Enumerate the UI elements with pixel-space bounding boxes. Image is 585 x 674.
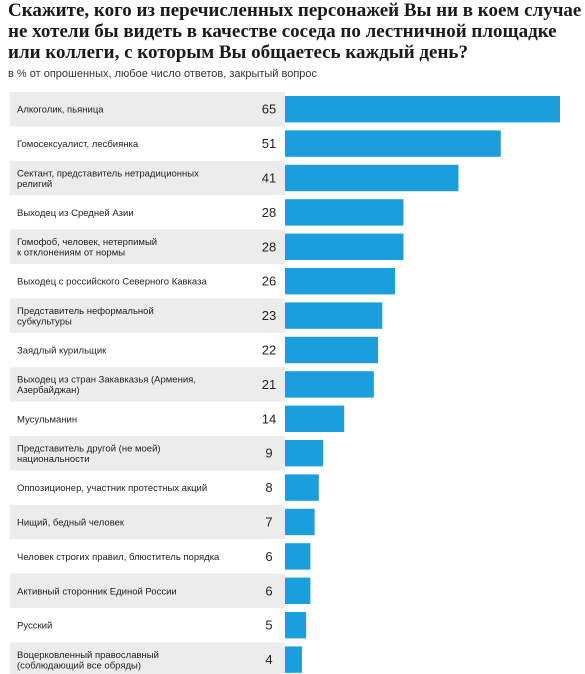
bar (285, 336, 379, 364)
category-label: Сектант, представитель нетрадиционных рел… (17, 168, 199, 190)
category-label: Заядлый курильщик (17, 346, 107, 357)
bar (285, 96, 560, 123)
bar (285, 371, 374, 398)
value-label: 6 (265, 583, 272, 598)
category-label: Выходец из Средней Азии (17, 208, 134, 219)
value-label: 41 (262, 171, 276, 186)
value-label: 4 (265, 652, 272, 667)
row-stripe (10, 298, 285, 333)
bar (285, 612, 307, 639)
category-label: Представитель другой (не моей) национальн… (17, 443, 161, 465)
category-label: Воцерковленный православный (соблюдающий … (17, 650, 159, 672)
bar (285, 543, 311, 570)
value-label: 8 (265, 480, 272, 495)
bar (285, 302, 383, 329)
bar (285, 646, 302, 673)
row-stripe (10, 367, 285, 402)
category-label: Выходец с российского Северного Кавказа (17, 277, 207, 288)
bar (285, 577, 311, 604)
value-label: 6 (265, 549, 272, 564)
value-label: 9 (265, 446, 272, 461)
category-label: Человек строгих правил, блюститель поряд… (17, 552, 220, 563)
value-label: 22 (262, 343, 276, 358)
row-stripe (10, 160, 285, 196)
category-label: Гомофоб, человек, нетерпимый к отклонения… (17, 237, 157, 258)
value-label: 28 (262, 239, 276, 254)
bar (285, 440, 324, 467)
value-label: 51 (262, 136, 276, 151)
chart-subtitle: в % от опрошенных, любое число ответов, … (8, 68, 318, 80)
category-label: Активный сторонник Единой России (17, 586, 177, 597)
row-stripe (10, 504, 285, 540)
bar (285, 474, 319, 501)
row-stripe (10, 229, 285, 264)
bar (285, 164, 459, 192)
value-label: 65 (262, 102, 276, 117)
bar (285, 508, 315, 536)
row-stripe (10, 436, 285, 471)
bar (285, 199, 404, 226)
row-stripe (10, 573, 285, 608)
bar (285, 233, 404, 260)
row-stripe (10, 642, 285, 674)
value-label: 28 (262, 205, 276, 220)
value-label: 5 (265, 618, 272, 633)
value-label: 14 (262, 411, 276, 426)
category-label: Мусульманин (17, 414, 77, 425)
category-label: Русский (17, 621, 52, 632)
value-label: 21 (262, 377, 276, 392)
value-label: 23 (262, 308, 276, 323)
category-label: Представитель неформальной субкультуры (17, 306, 154, 328)
category-label: Нищий, бедный человек (17, 518, 125, 529)
bar (285, 405, 345, 432)
row-stripe (10, 92, 285, 127)
value-label: 7 (265, 515, 272, 530)
bar (285, 130, 501, 157)
category-label: Алкоголик, пьяница (17, 105, 104, 116)
value-label: 26 (262, 274, 276, 289)
bar (285, 268, 395, 295)
chart-title: Скажите, кого из перечисленных персонаже… (8, 0, 582, 63)
category-label: Оппозиционер, участник протестных акций (17, 483, 207, 494)
category-label: Выходец из стран Закавказья (Армения, Азе… (17, 375, 196, 397)
category-label: Гомосексуалист, лесбиянка (17, 139, 139, 150)
